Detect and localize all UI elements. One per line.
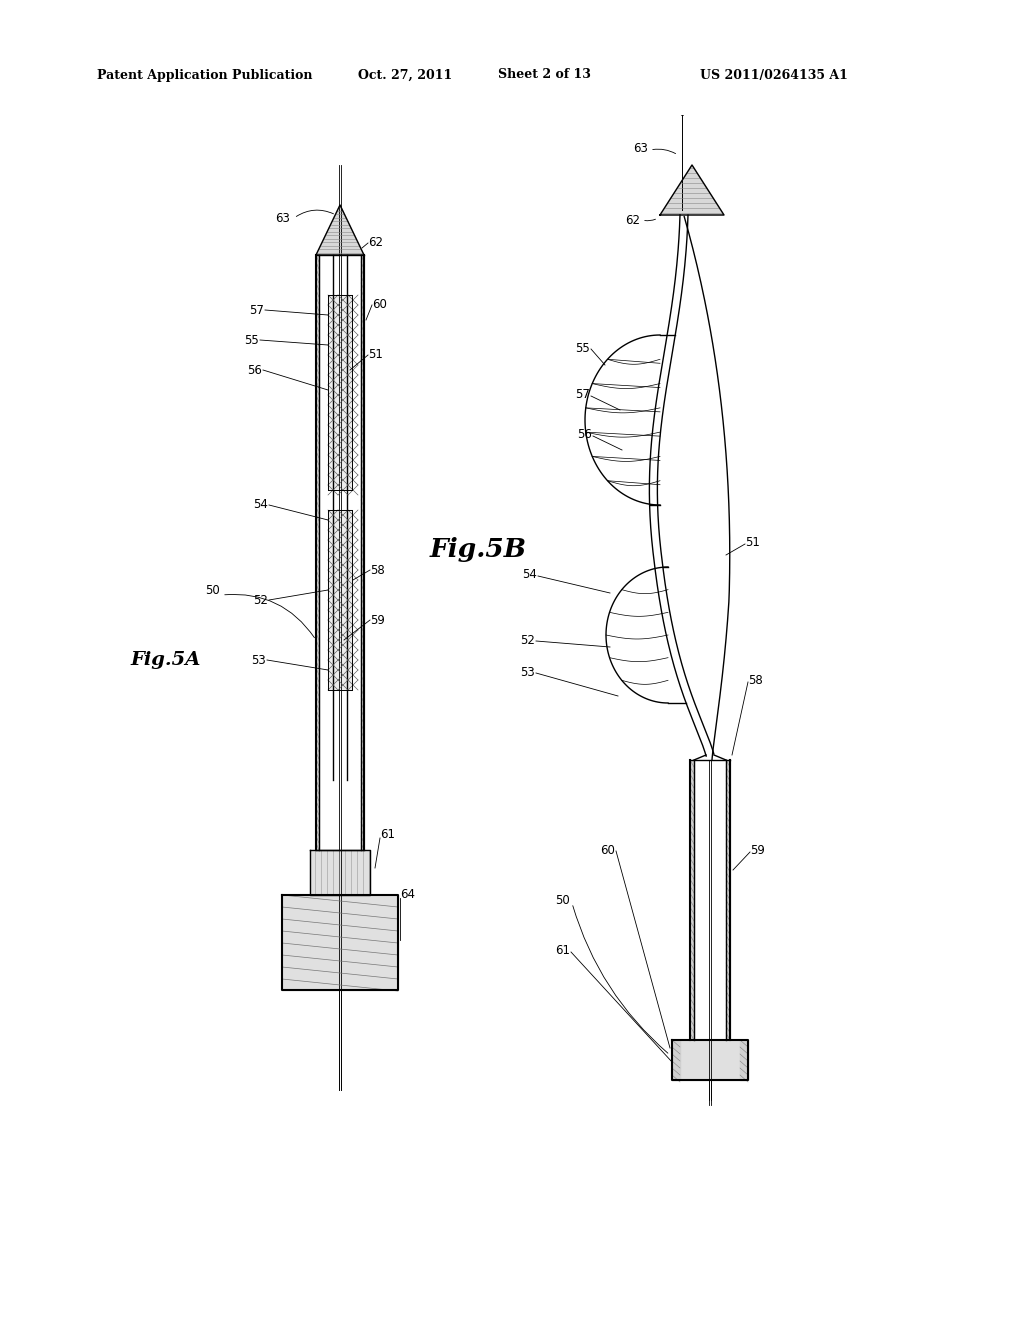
Text: 59: 59: [750, 843, 765, 857]
Text: 56: 56: [578, 429, 592, 441]
Text: 61: 61: [555, 944, 570, 957]
Text: 60: 60: [372, 298, 387, 312]
Text: 53: 53: [251, 653, 266, 667]
Polygon shape: [316, 205, 364, 255]
Text: 50: 50: [205, 583, 220, 597]
Text: 58: 58: [748, 673, 763, 686]
Text: 55: 55: [575, 342, 590, 355]
Text: 64: 64: [400, 888, 415, 902]
Text: Patent Application Publication: Patent Application Publication: [97, 69, 312, 82]
Text: 57: 57: [249, 304, 264, 317]
Text: 61: 61: [380, 829, 395, 842]
Text: 62: 62: [368, 236, 383, 249]
Text: 51: 51: [745, 536, 760, 549]
Text: 56: 56: [247, 363, 262, 376]
Text: 55: 55: [245, 334, 259, 346]
Text: Fig.5B: Fig.5B: [430, 537, 527, 562]
Text: 62: 62: [625, 214, 640, 227]
Text: Oct. 27, 2011: Oct. 27, 2011: [358, 69, 453, 82]
Text: 52: 52: [520, 634, 535, 647]
Text: 60: 60: [600, 843, 615, 857]
Text: 59: 59: [370, 614, 385, 627]
Text: 58: 58: [370, 564, 385, 577]
Text: Sheet 2 of 13: Sheet 2 of 13: [498, 69, 591, 82]
Text: 52: 52: [253, 594, 268, 606]
Text: 51: 51: [368, 348, 383, 362]
Text: 50: 50: [555, 894, 570, 907]
Text: 63: 63: [275, 211, 290, 224]
Text: Fig.5A: Fig.5A: [130, 651, 201, 669]
Polygon shape: [660, 165, 724, 215]
Text: 63: 63: [633, 141, 648, 154]
Text: US 2011/0264135 A1: US 2011/0264135 A1: [700, 69, 848, 82]
Text: 54: 54: [253, 499, 268, 511]
Text: 54: 54: [522, 569, 537, 582]
Text: 57: 57: [575, 388, 590, 401]
Text: 53: 53: [520, 665, 535, 678]
